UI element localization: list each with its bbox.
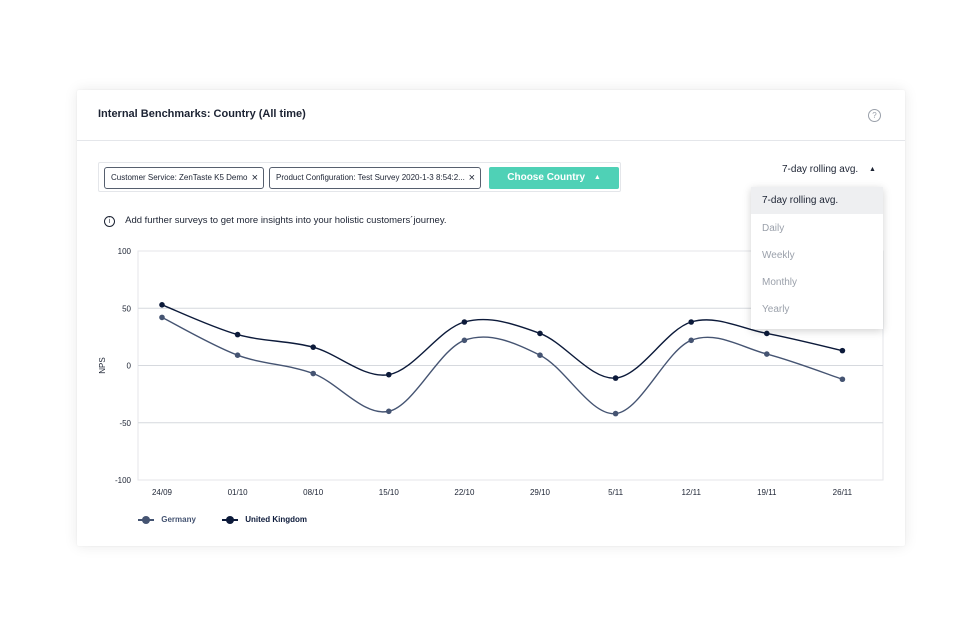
data-point-germany (688, 337, 694, 344)
data-point-germany (764, 351, 770, 357)
card-header: Internal Benchmarks: Country (All time) … (77, 90, 905, 141)
range-select[interactable]: 7-day rolling avg. ▲ (782, 164, 876, 175)
help-icon[interactable]: ? (868, 109, 881, 122)
series-line-united-kingdom (161, 304, 843, 379)
caret-up-icon: ▲ (868, 166, 876, 173)
range-option-monthly[interactable]: Monthly (762, 277, 798, 288)
x-tick-label: 5/11 (608, 488, 624, 497)
legend-united-kingdom[interactable]: United Kingdom (222, 514, 307, 526)
filter-chip-product-configuration[interactable]: Product Configuration: Test Survey 2020-… (269, 167, 481, 189)
data-point-united-kingdom (537, 330, 543, 337)
filter-bar: Customer Service: ZenTaste K5 Demo × Pro… (98, 162, 621, 192)
range-option-daily[interactable]: Daily (762, 223, 785, 234)
data-point-united-kingdom (461, 319, 468, 325)
range-selected-label: 7-day rolling avg. (782, 164, 859, 175)
data-point-germany (537, 352, 543, 358)
caret-up-icon: ▲ (593, 174, 601, 181)
data-point-united-kingdom (310, 344, 317, 350)
range-dropdown: 7-day rolling avg. Daily Weekly Monthly … (751, 187, 883, 329)
x-tick-label: 22/10 (454, 488, 475, 497)
card-title: Internal Benchmarks: Country (All time) (98, 108, 306, 120)
x-tick-label: 12/11 (681, 488, 701, 497)
chart-grid (137, 250, 884, 481)
legend-uk-marker (222, 515, 238, 525)
data-point-united-kingdom (688, 319, 694, 325)
data-point-germany (159, 314, 165, 321)
data-point-united-kingdom (234, 331, 241, 338)
chart-axes: 100 50 0 -50 -100 24/09 01/10 08/10 15/10 22/10 29… (98, 247, 853, 497)
chart-series (159, 302, 846, 417)
data-point-germany (612, 410, 619, 417)
legend-germany-marker (138, 515, 154, 525)
info-message: i Add further surveys to get more insigh… (104, 214, 447, 228)
filter-chip-label: Customer Service: ZenTaste K5 Demo (111, 173, 248, 182)
filter-chip-customer-service[interactable]: Customer Service: ZenTaste K5 Demo × (104, 167, 264, 189)
y-tick-label: -50 (119, 419, 131, 428)
data-point-united-kingdom (612, 375, 619, 381)
legend-uk-label: United Kingdom (245, 515, 308, 524)
x-tick-label: 24/09 (152, 488, 173, 497)
legend-germany-label: Germany (161, 515, 196, 524)
remove-icon[interactable]: × (251, 172, 258, 184)
range-option-weekly[interactable]: Weekly (762, 250, 795, 261)
series-line-germany (161, 316, 843, 415)
x-tick-label: 01/10 (228, 488, 249, 497)
remove-icon[interactable]: × (468, 172, 475, 184)
data-point-united-kingdom (764, 330, 770, 337)
y-axis-label: NPS (98, 357, 107, 373)
choose-country-label: Choose Country (507, 172, 586, 183)
y-tick-label: 100 (118, 247, 132, 256)
x-tick-label: 29/10 (530, 488, 551, 497)
x-tick-label: 15/10 (379, 488, 400, 497)
x-tick-label: 26/11 (833, 488, 853, 497)
filter-chip-label: Product Configuration: Test Survey 2020-… (276, 173, 465, 182)
x-tick-label: 19/11 (757, 488, 777, 497)
y-tick-label: 0 (127, 362, 132, 371)
range-option-yearly[interactable]: Yearly (762, 304, 790, 315)
range-option-7-day[interactable]: 7-day rolling avg. (751, 187, 883, 214)
choose-country-button[interactable]: Choose Country ▲ (489, 167, 619, 189)
data-point-united-kingdom (839, 347, 846, 354)
data-point-germany (386, 408, 392, 415)
y-tick-label: 50 (122, 304, 131, 313)
x-tick-label: 08/10 (303, 488, 324, 497)
legend-germany[interactable]: Germany (138, 514, 196, 526)
info-icon: i (104, 216, 115, 227)
data-point-germany (234, 352, 241, 358)
data-point-united-kingdom (386, 371, 392, 378)
data-point-united-kingdom (159, 302, 165, 308)
info-text: Add further surveys to get more insights… (125, 215, 447, 226)
data-point-germany (839, 376, 846, 383)
data-point-germany (461, 337, 468, 344)
y-tick-label: -100 (115, 476, 132, 485)
data-point-germany (310, 370, 317, 377)
